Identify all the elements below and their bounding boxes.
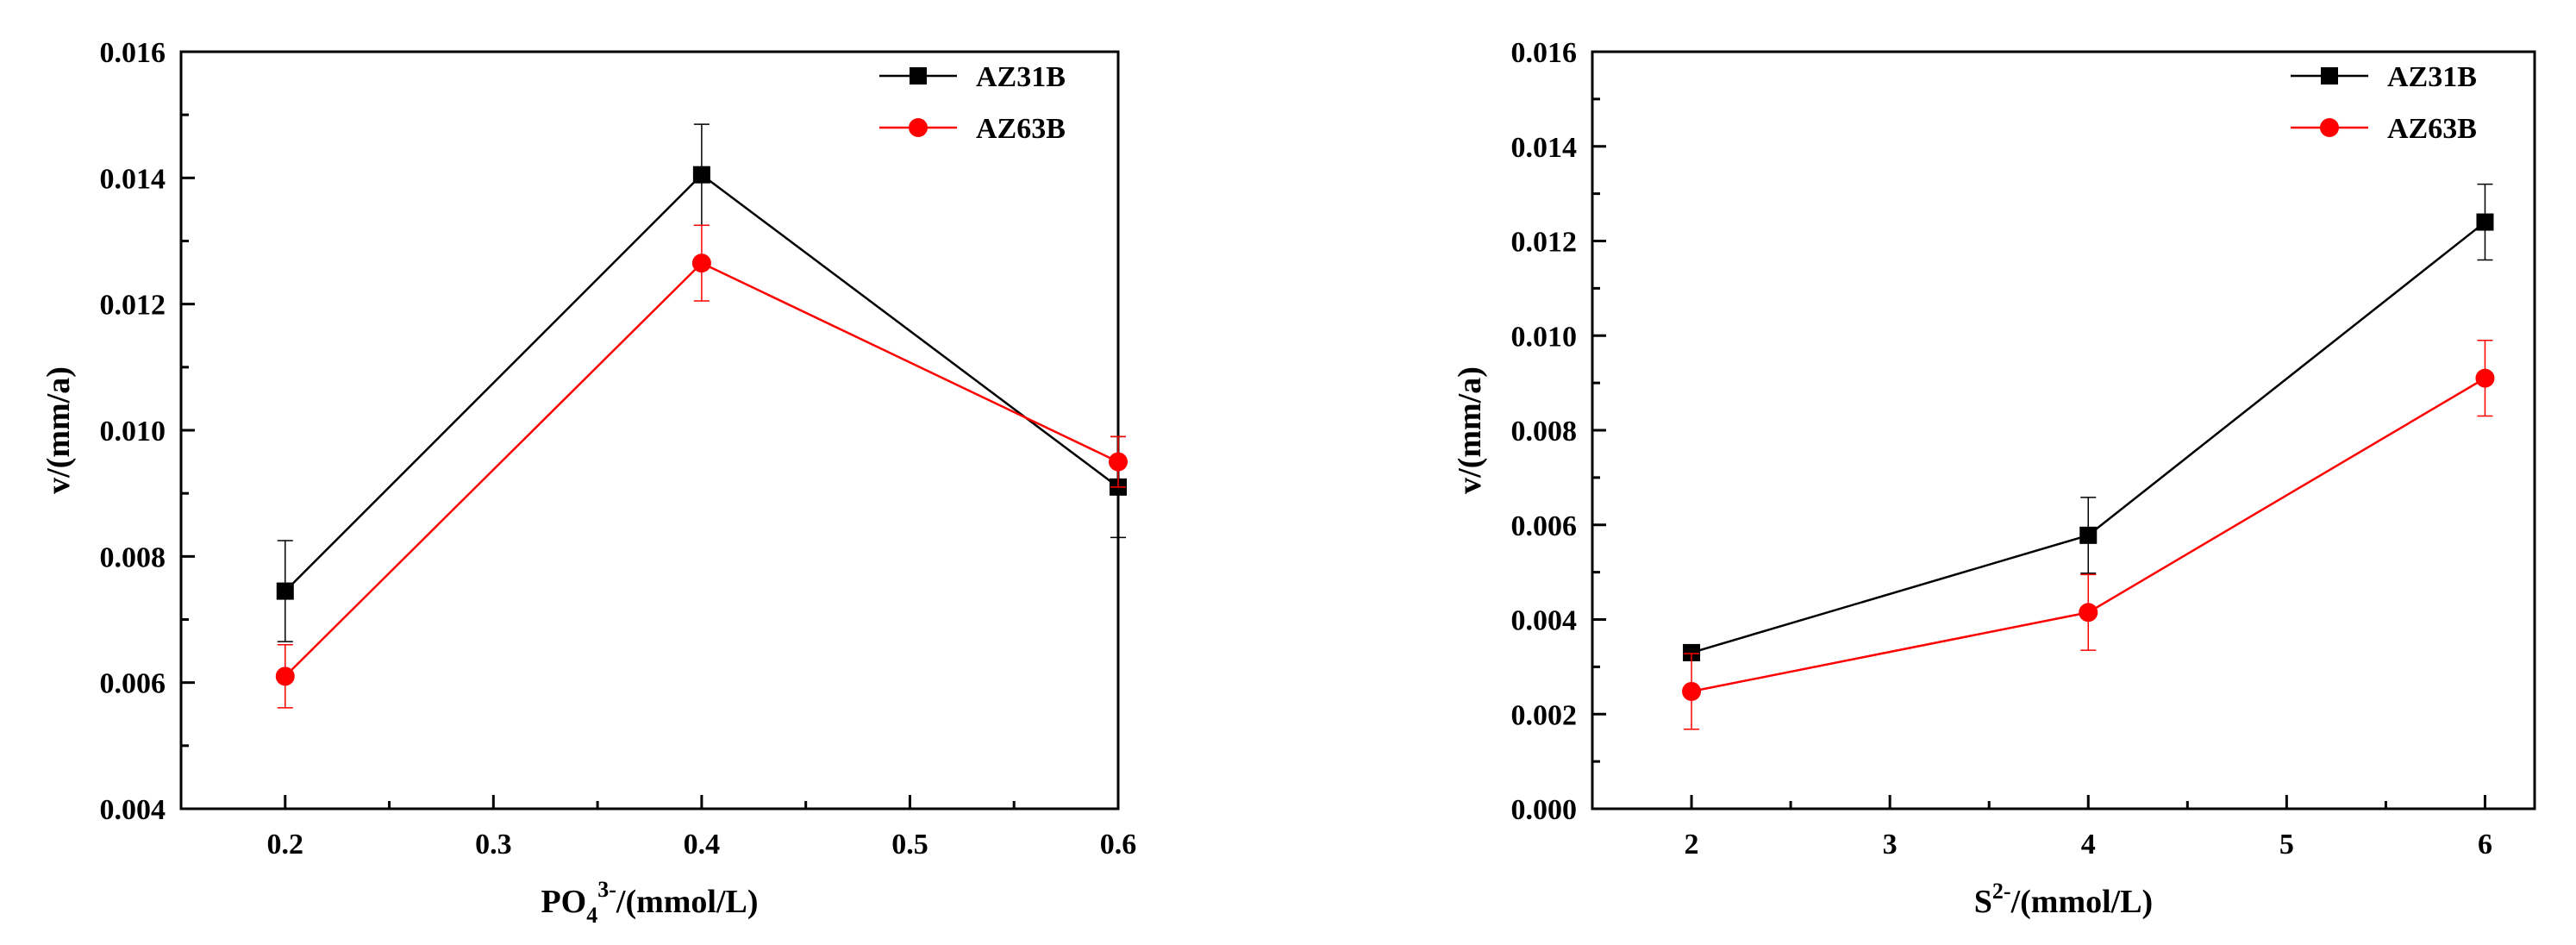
x-tick-label: 6 bbox=[2478, 829, 2492, 861]
data-point-az31b bbox=[1683, 643, 1701, 661]
legend-marker-az31b bbox=[910, 67, 927, 84]
y-tick-label: 0.016 bbox=[1511, 37, 1578, 69]
x-tick-label: 4 bbox=[2081, 829, 2096, 861]
chart-right: 0.000 0.002 0.004 0.006 0.008 0.010 0.012 0.014… bbox=[1452, 37, 2536, 920]
data-point-az31b bbox=[2079, 526, 2098, 544]
legend: AZ31B AZ63B bbox=[879, 61, 1066, 145]
y-tick-label: 0.000 bbox=[1511, 794, 1578, 826]
legend: AZ31B AZ63B bbox=[2291, 61, 2477, 145]
legend-label-az31b: AZ31B bbox=[976, 61, 1066, 93]
y-tick-label: 0.016 bbox=[100, 37, 166, 69]
x-axis-title-superscript: 2- bbox=[1992, 879, 2011, 904]
chart-left: 0.004 0.006 0.008 0.010 0.012 0.014 0.016 0.2 0.… bbox=[41, 37, 1137, 928]
data-point-az63b bbox=[2079, 603, 2098, 623]
y-tick-label: 0.012 bbox=[1511, 227, 1578, 259]
x-axis-title-superscript: 3- bbox=[597, 877, 616, 902]
x-axis-title-rest: /(mmol/L) bbox=[616, 884, 759, 920]
y-tick-label: 0.014 bbox=[1511, 132, 1578, 164]
x-axis-title-base: PO bbox=[541, 884, 586, 920]
x-axis-title-subscript: 4 bbox=[586, 903, 597, 928]
y-axis-title: v/(mm/a) bbox=[1452, 366, 1488, 494]
legend-label-az63b: AZ63B bbox=[976, 113, 1066, 145]
y-tick-label: 0.010 bbox=[100, 416, 166, 447]
y-tick-label: 0.002 bbox=[1511, 699, 1578, 731]
x-tick-label: 5 bbox=[2279, 829, 2294, 861]
plot-frame bbox=[1591, 50, 2536, 810]
series-line-az63b bbox=[284, 261, 1119, 678]
chart-panel-right: 0.000 0.002 0.004 0.006 0.008 0.010 0.012 0.014… bbox=[1288, 0, 2576, 945]
data-point-az31b bbox=[692, 166, 710, 184]
x-axis-title: PO43-/(mmol/L) bbox=[541, 877, 758, 928]
x-axis-title-rest: /(mmol/L) bbox=[2010, 884, 2154, 920]
chart-panel-left: 0.004 0.006 0.008 0.010 0.012 0.014 0.016 0.2 0.… bbox=[41, 37, 1137, 928]
data-point-az31b bbox=[276, 582, 294, 600]
x-tick-label: 0.6 bbox=[1100, 829, 1137, 861]
x-tick-label: 0.4 bbox=[684, 829, 721, 861]
x-tick-label: 0.2 bbox=[267, 829, 304, 861]
data-point-az63b bbox=[2475, 368, 2495, 388]
legend-marker-az63b bbox=[909, 118, 928, 137]
y-tick-label: 0.004 bbox=[1511, 605, 1578, 637]
x-axis-title: S2-/(mmol/L) bbox=[1974, 879, 2153, 920]
x-tick-label: 2 bbox=[1685, 829, 1699, 861]
y-tick-label: 0.014 bbox=[100, 163, 166, 195]
y-tick-label: 0.008 bbox=[100, 541, 166, 573]
data-point-az63b bbox=[275, 667, 295, 686]
x-tick-label: 3 bbox=[1883, 829, 1898, 861]
legend-marker-az31b bbox=[2321, 67, 2338, 84]
x-tick-label: 0.5 bbox=[891, 829, 928, 861]
y-tick-label: 0.004 bbox=[100, 794, 166, 826]
data-point-az63b bbox=[1109, 452, 1128, 472]
data-point-az63b bbox=[691, 253, 711, 273]
legend-label-az63b: AZ63B bbox=[2387, 113, 2477, 145]
y-tick-label: 0.006 bbox=[1511, 510, 1578, 542]
y-tick-label: 0.008 bbox=[1511, 416, 1578, 447]
y-tick-label: 0.010 bbox=[1511, 321, 1578, 353]
x-axis-title-base: S bbox=[1974, 884, 1992, 920]
y-tick-label: 0.012 bbox=[100, 290, 166, 322]
legend-marker-az63b bbox=[2320, 118, 2339, 137]
legend-label-az31b: AZ31B bbox=[2387, 61, 2477, 93]
data-point-az31b bbox=[2476, 213, 2494, 231]
plot-frame bbox=[179, 50, 1120, 810]
x-tick-label: 0.3 bbox=[475, 829, 512, 861]
data-point-az63b bbox=[1682, 681, 1702, 701]
y-tick-label: 0.006 bbox=[100, 668, 166, 700]
y-axis-title: v/(mm/a) bbox=[41, 366, 77, 494]
